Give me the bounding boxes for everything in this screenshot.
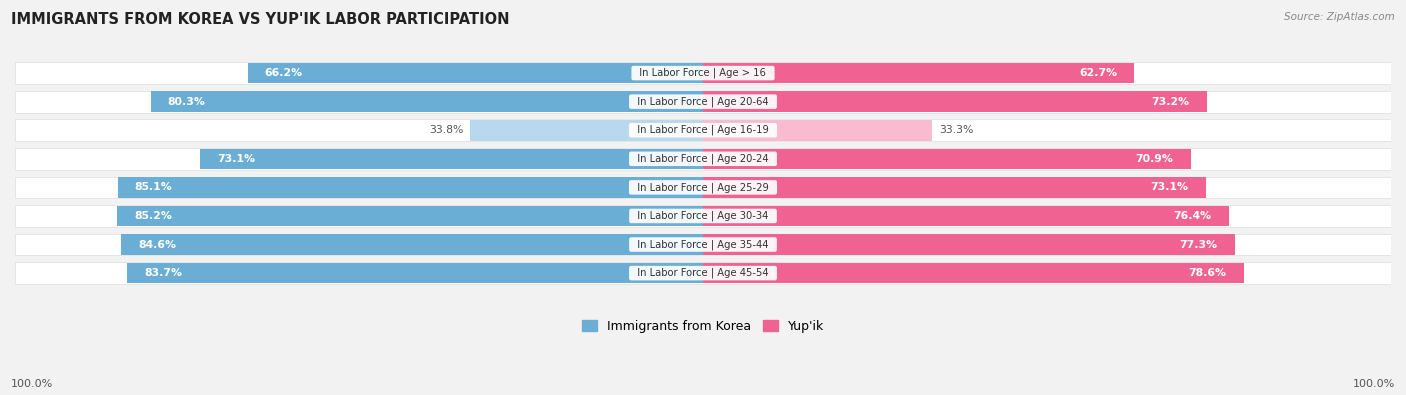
Bar xyxy=(118,177,703,198)
Bar xyxy=(703,177,1206,198)
Text: 33.8%: 33.8% xyxy=(429,125,464,135)
Bar xyxy=(15,205,1391,227)
Bar xyxy=(703,120,932,141)
Text: 33.3%: 33.3% xyxy=(939,125,973,135)
Bar xyxy=(15,91,1391,113)
Text: 66.2%: 66.2% xyxy=(264,68,302,78)
Text: Source: ZipAtlas.com: Source: ZipAtlas.com xyxy=(1284,12,1395,22)
Bar xyxy=(15,119,1391,141)
Text: 100.0%: 100.0% xyxy=(1353,379,1395,389)
Bar xyxy=(15,148,1391,170)
Text: 100.0%: 100.0% xyxy=(11,379,53,389)
Bar xyxy=(200,149,703,169)
Bar xyxy=(703,263,1244,283)
Text: In Labor Force | Age 35-44: In Labor Force | Age 35-44 xyxy=(631,239,775,250)
Text: 76.4%: 76.4% xyxy=(1173,211,1212,221)
Text: 70.9%: 70.9% xyxy=(1136,154,1174,164)
Text: In Labor Force | Age 20-24: In Labor Force | Age 20-24 xyxy=(631,154,775,164)
Bar xyxy=(127,263,703,283)
Bar xyxy=(703,206,1229,226)
Text: In Labor Force | Age 20-64: In Labor Force | Age 20-64 xyxy=(631,96,775,107)
Bar xyxy=(703,234,1234,255)
Bar xyxy=(703,91,1206,112)
Text: 62.7%: 62.7% xyxy=(1078,68,1118,78)
Bar xyxy=(15,262,1391,284)
Text: 84.6%: 84.6% xyxy=(138,239,176,250)
Text: IMMIGRANTS FROM KOREA VS YUP'IK LABOR PARTICIPATION: IMMIGRANTS FROM KOREA VS YUP'IK LABOR PA… xyxy=(11,12,510,27)
Bar xyxy=(247,63,703,83)
Bar xyxy=(15,62,1391,84)
Text: 83.7%: 83.7% xyxy=(145,268,183,278)
Text: 85.1%: 85.1% xyxy=(135,182,173,192)
Bar xyxy=(15,234,1391,256)
Text: 85.2%: 85.2% xyxy=(134,211,172,221)
Bar xyxy=(703,63,1135,83)
Bar xyxy=(121,234,703,255)
Text: In Labor Force | Age 45-54: In Labor Force | Age 45-54 xyxy=(631,268,775,278)
Bar xyxy=(117,206,703,226)
Text: In Labor Force | Age 30-34: In Labor Force | Age 30-34 xyxy=(631,211,775,221)
Bar xyxy=(15,177,1391,198)
Text: 73.2%: 73.2% xyxy=(1152,97,1189,107)
Legend: Immigrants from Korea, Yup'ik: Immigrants from Korea, Yup'ik xyxy=(576,315,830,338)
Text: In Labor Force | Age 25-29: In Labor Force | Age 25-29 xyxy=(631,182,775,193)
Text: In Labor Force | Age > 16: In Labor Force | Age > 16 xyxy=(634,68,772,78)
Text: 73.1%: 73.1% xyxy=(1150,182,1188,192)
Text: 77.3%: 77.3% xyxy=(1180,239,1218,250)
Bar xyxy=(471,120,703,141)
Bar xyxy=(150,91,703,112)
Text: 78.6%: 78.6% xyxy=(1188,268,1226,278)
Bar xyxy=(703,149,1191,169)
Text: 80.3%: 80.3% xyxy=(167,97,205,107)
Text: 73.1%: 73.1% xyxy=(218,154,256,164)
Text: In Labor Force | Age 16-19: In Labor Force | Age 16-19 xyxy=(631,125,775,135)
